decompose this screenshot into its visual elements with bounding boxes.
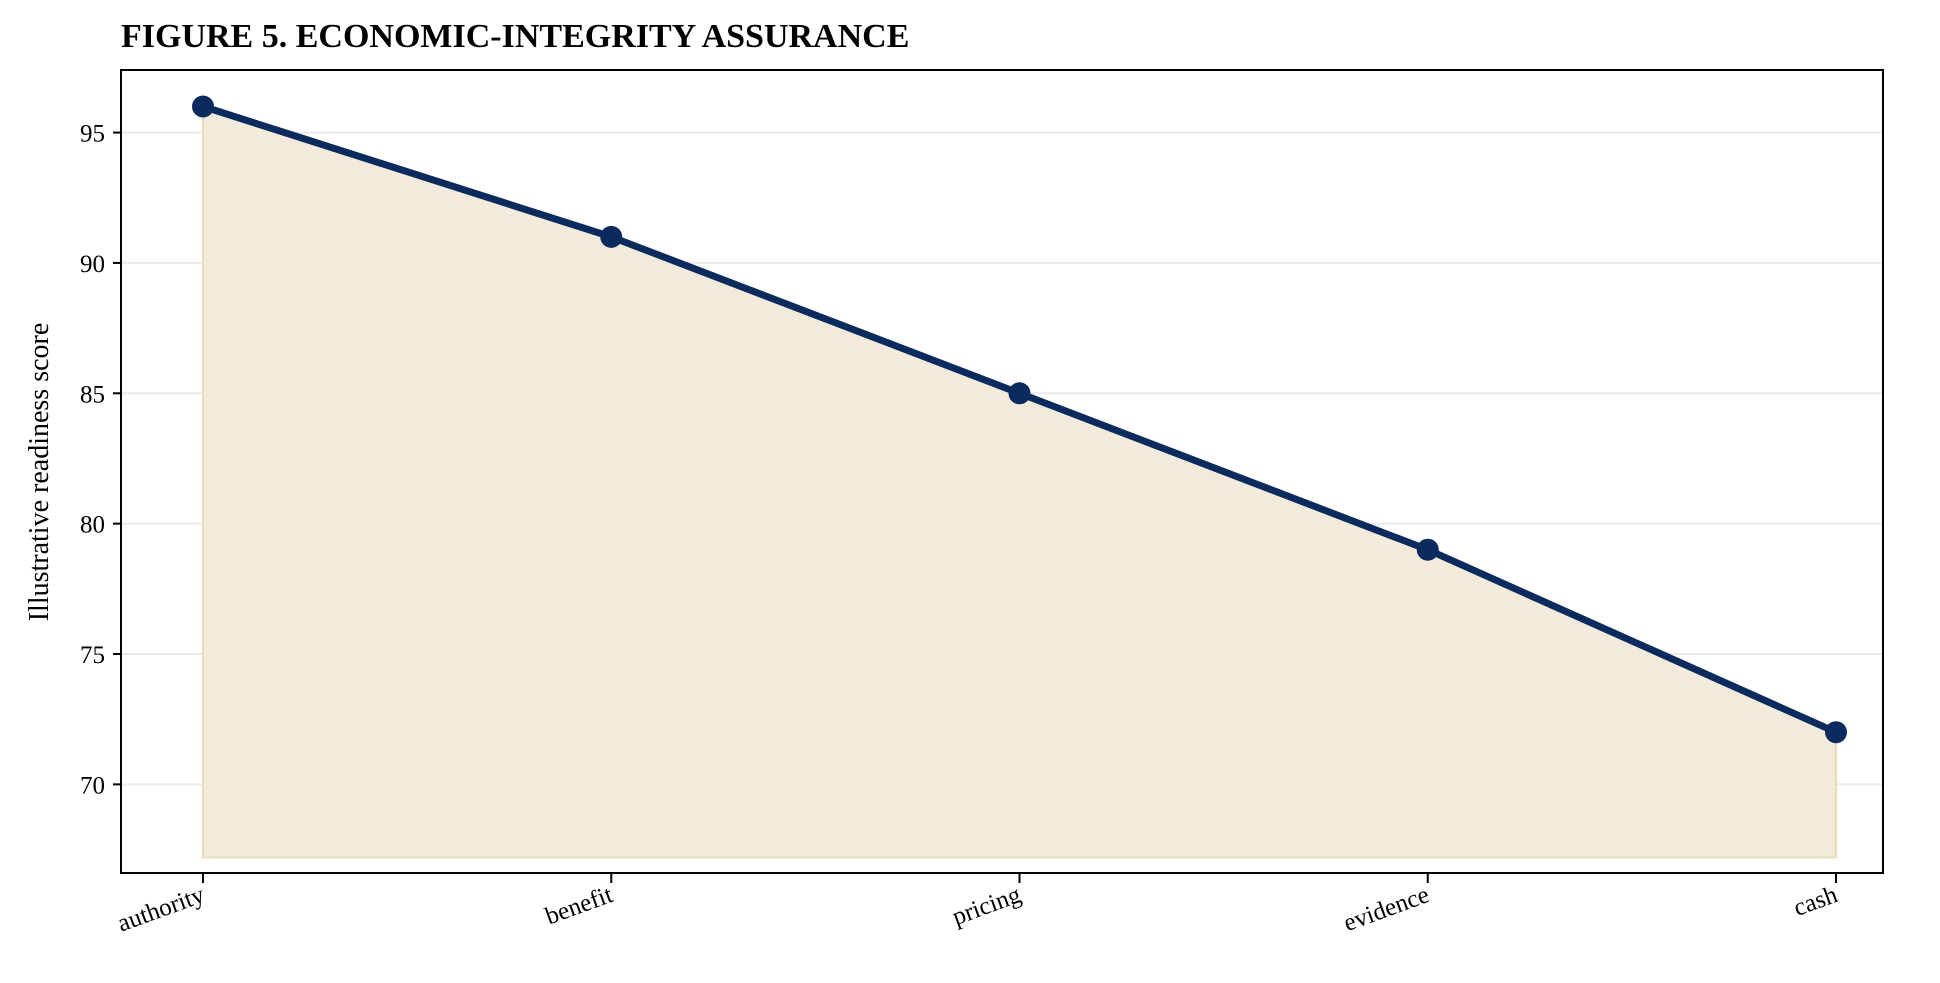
data-points-layer: [192, 95, 1847, 744]
data-point-evidence: [1416, 538, 1439, 561]
data-point-cash: [1825, 721, 1847, 744]
y-tick-label: 70: [80, 772, 105, 799]
data-point-pricing: [1008, 382, 1031, 405]
y-axis-ticks: 70 75 80 85 90 95: [80, 121, 121, 799]
y-tick-label: 75: [80, 642, 105, 669]
x-tick-label-evidence: evidence: [1340, 881, 1433, 937]
area-fill-layer: [202, 105, 1837, 859]
x-tick-label-pricing: pricing: [949, 881, 1025, 931]
y-tick-label: 85: [80, 381, 105, 408]
y-tick-label: 95: [80, 121, 105, 148]
x-tick-label-authority: authority: [114, 881, 209, 937]
plot-frame: [120, 69, 1884, 874]
x-tick-label-cash: cash: [1790, 881, 1841, 922]
data-point-benefit: [600, 225, 623, 248]
x-axis-ticks: authority benefit pricing evidence cash: [114, 873, 1842, 938]
y-tick-label: 90: [80, 251, 105, 278]
area-fill: [202, 105, 1837, 859]
data-point-authority: [192, 95, 214, 118]
x-tick-label-benefit: benefit: [542, 881, 617, 930]
chart-title: FIGURE 5. ECONOMIC-INTEGRITY ASSURANCE: [121, 18, 909, 55]
y-axis-label: Illustrative readiness score: [24, 323, 55, 622]
y-tick-label: 80: [80, 512, 105, 539]
